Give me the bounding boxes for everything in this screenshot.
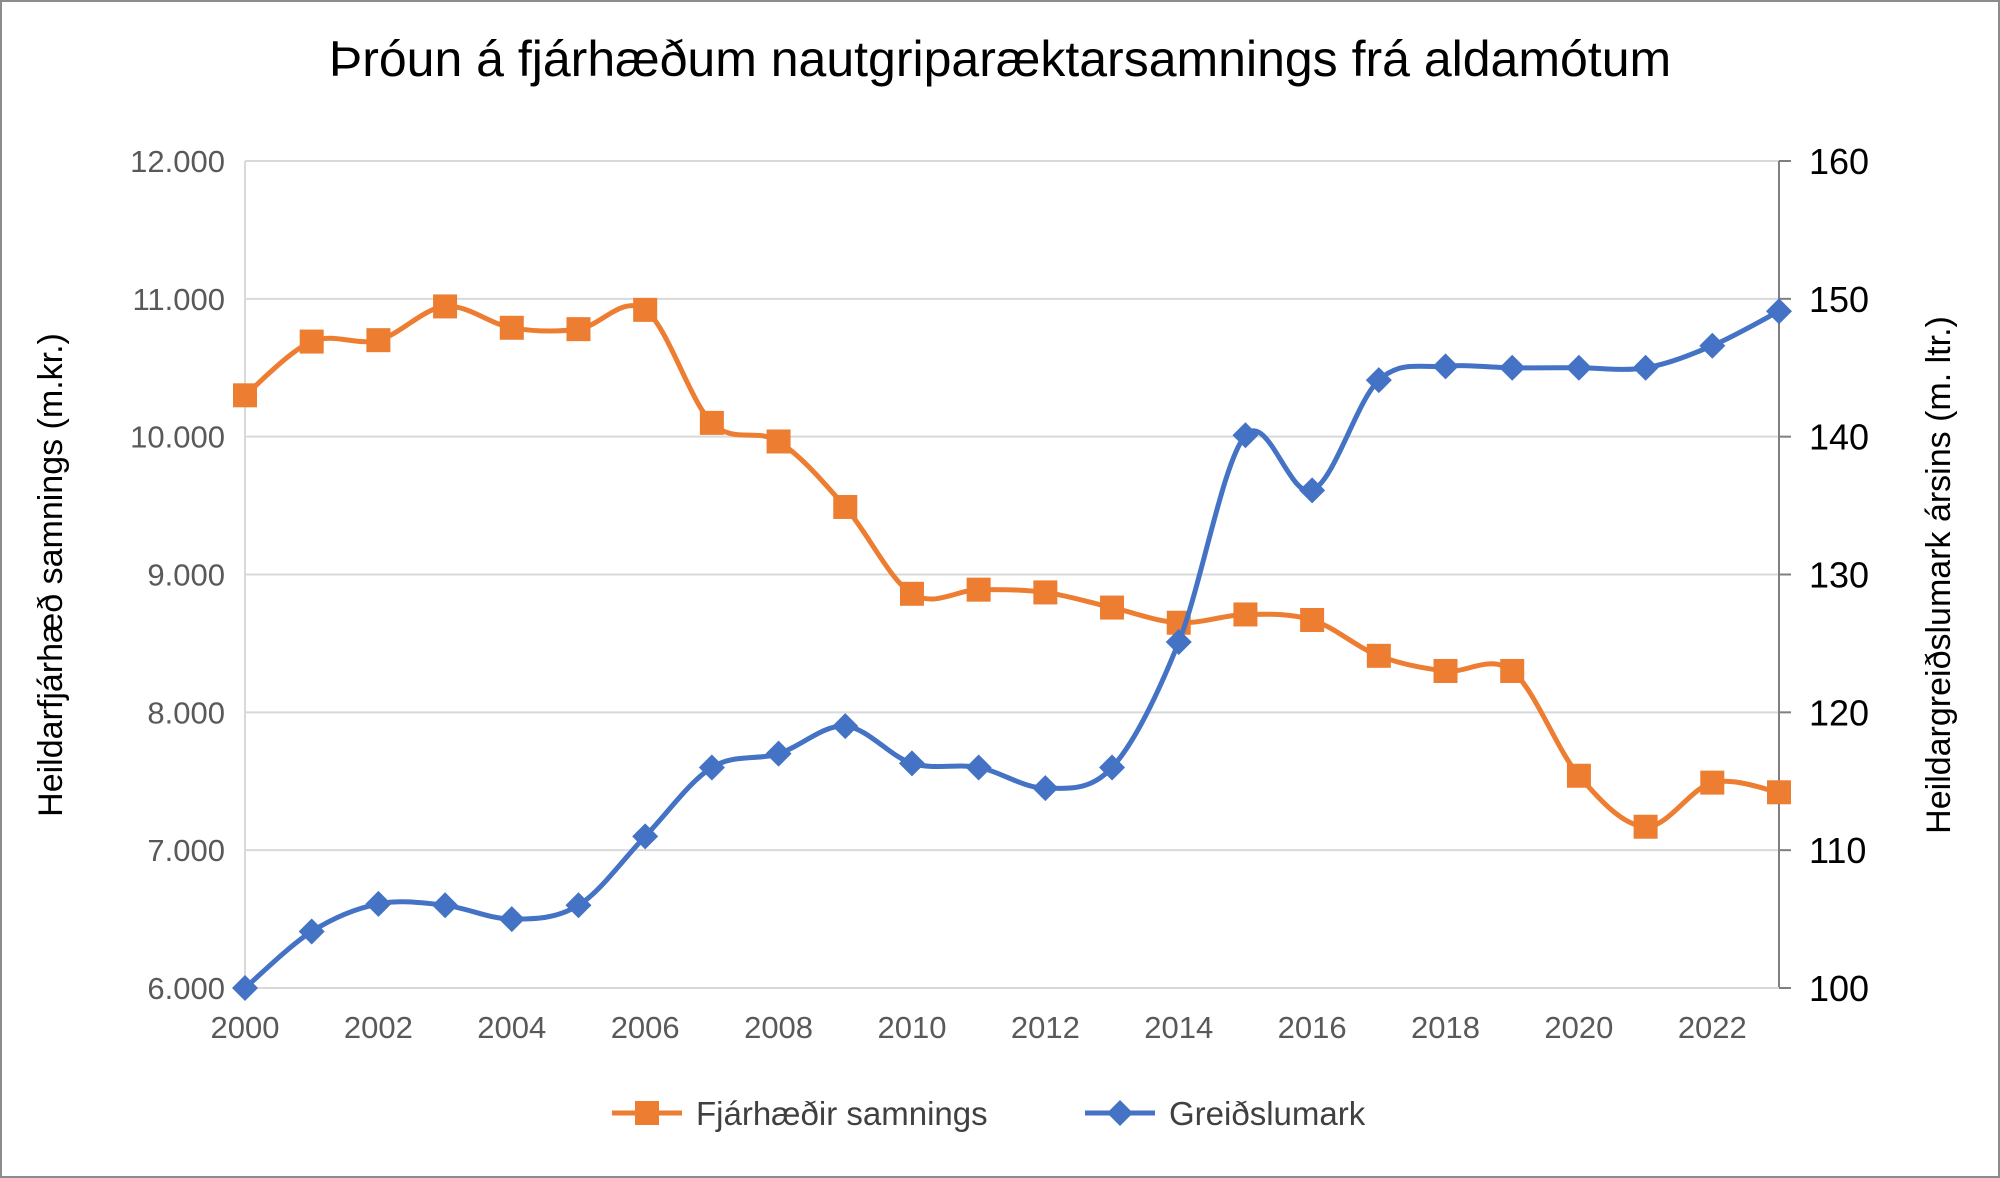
data-point	[1700, 770, 1725, 795]
right-tick-label: 110	[1809, 830, 1866, 871]
x-tick-label: 2004	[477, 1010, 546, 1045]
data-point	[233, 383, 257, 408]
data-point	[1233, 602, 1258, 627]
right-tick-label: 100	[1809, 968, 1869, 1009]
data-point	[1232, 422, 1259, 449]
right-tick-label: 130	[1809, 555, 1869, 596]
right-tick-label: 160	[1809, 141, 1869, 182]
data-point	[1299, 477, 1326, 504]
data-point	[1165, 629, 1192, 656]
series-fjarhaedir	[233, 294, 1791, 839]
data-point	[766, 429, 791, 454]
legend: Fjárhæðir samnings Greiðslumark	[612, 1095, 1366, 1132]
gridlines	[245, 160, 1779, 852]
legend-label: Greiðslumark	[1169, 1095, 1366, 1132]
data-point	[366, 328, 391, 353]
x-tick-label: 2002	[344, 1010, 413, 1045]
data-point	[833, 494, 858, 519]
data-point	[433, 294, 458, 319]
data-point	[566, 317, 591, 342]
data-point	[298, 918, 325, 945]
right-tick-label: 150	[1809, 279, 1869, 320]
data-point	[1499, 354, 1526, 381]
axes: 6.000 100 7.000 110 8.000 120 9.000 130 10.000 14…	[130, 141, 1869, 1045]
series-layer	[232, 294, 1792, 1001]
data-point	[1100, 595, 1125, 620]
x-tick-label: 2016	[1278, 1010, 1347, 1045]
legend-marker-diamond-icon	[1107, 1100, 1133, 1126]
data-point	[565, 892, 592, 919]
legend-marker-square-icon	[635, 1101, 659, 1125]
series-line	[242, 303, 1782, 830]
data-point	[1565, 354, 1592, 381]
x-tick-label: 2018	[1411, 1010, 1480, 1045]
right-axis-label: Heildargreiðslumark ársins (m. ltr.)	[1920, 316, 1958, 834]
data-point	[899, 581, 924, 606]
data-point	[1767, 780, 1791, 805]
data-point	[1099, 754, 1126, 781]
data-point	[1433, 658, 1458, 683]
data-point	[299, 329, 324, 354]
data-point	[1300, 607, 1325, 632]
data-point	[1699, 332, 1726, 359]
data-point	[632, 823, 659, 850]
x-tick-label: 2006	[611, 1010, 680, 1045]
x-tick-label: 2022	[1678, 1010, 1747, 1045]
data-point	[1366, 643, 1391, 668]
x-tick-label: 2012	[1011, 1010, 1080, 1045]
data-point	[765, 740, 792, 767]
data-point	[432, 892, 459, 919]
x-tick-label: 2010	[877, 1010, 946, 1045]
left-tick-label: 11.000	[132, 282, 225, 317]
data-point	[365, 890, 392, 917]
data-point	[965, 754, 992, 781]
left-axis-label: Heildarfjárhæð samnings (m.kr.)	[32, 333, 70, 817]
data-point	[499, 315, 524, 340]
data-point	[1632, 354, 1659, 381]
data-point	[699, 410, 724, 435]
data-point	[898, 750, 925, 777]
data-point	[966, 577, 991, 602]
right-tick-label: 120	[1809, 692, 1869, 733]
left-tick-label: 12.000	[130, 144, 225, 179]
left-tick-label: 6.000	[147, 971, 225, 1006]
x-tick-label: 2014	[1144, 1010, 1213, 1045]
right-tick-label: 140	[1809, 417, 1869, 458]
data-point	[1032, 775, 1059, 802]
x-tick-label: 2008	[744, 1010, 813, 1045]
data-point	[1365, 367, 1392, 394]
data-point	[832, 713, 859, 740]
left-tick-label: 9.000	[147, 558, 225, 593]
data-point	[1566, 763, 1591, 788]
data-point	[1033, 580, 1058, 605]
legend-label: Fjárhæðir samnings	[696, 1095, 988, 1132]
x-tick-label: 2020	[1544, 1010, 1613, 1045]
series-greidslumark	[232, 298, 1792, 1001]
data-point	[232, 975, 258, 1001]
left-tick-label: 10.000	[130, 420, 225, 455]
data-point	[1766, 298, 1792, 325]
left-tick-label: 7.000	[147, 833, 225, 868]
data-point	[698, 754, 725, 781]
data-point	[1500, 658, 1525, 683]
left-tick-label: 8.000	[147, 695, 225, 730]
series-line	[242, 308, 1782, 991]
data-point	[633, 297, 658, 322]
data-point	[498, 906, 525, 933]
x-tick-label: 2000	[211, 1010, 280, 1045]
data-point	[1633, 814, 1658, 839]
data-point	[1432, 353, 1459, 380]
chart-title: Þróun á fjárhæðum nautgriparæktarsamning…	[329, 31, 1671, 87]
